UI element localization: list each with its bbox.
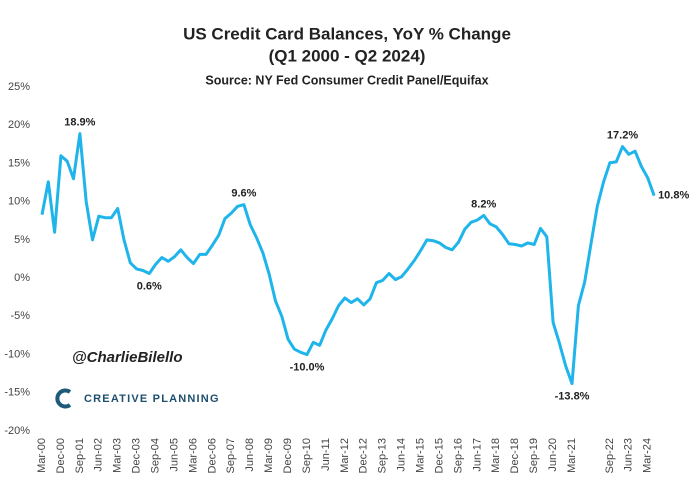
data-label: 18.9%: [64, 117, 95, 129]
y-tick-label: -10%: [4, 348, 30, 360]
x-tick-label: Dec-09: [282, 438, 294, 473]
data-label: 0.6%: [137, 280, 162, 292]
x-tick-label: Sep-22: [604, 438, 616, 473]
chart-title: US Credit Card Balances, YoY % Change: [183, 24, 511, 43]
y-tick-label: 5%: [14, 234, 30, 246]
x-tick-label: Mar-06: [187, 438, 199, 473]
data-label: 10.8%: [658, 189, 689, 201]
watermark-brand: CREATIVE PLANNING: [84, 393, 220, 405]
chart-subtitle: Source: NY Fed Consumer Credit Panel/Equ…: [205, 73, 488, 87]
logo: [55, 388, 72, 409]
data-line: [40, 132, 656, 386]
x-tick-label: Jun-11: [320, 438, 332, 471]
data-label: 17.2%: [607, 130, 638, 142]
x-tick-label: Dec-00: [55, 438, 67, 473]
data-label: -13.8%: [555, 391, 590, 403]
y-tick-label: 25%: [8, 81, 30, 93]
x-tick-label: Sep-07: [225, 438, 237, 473]
x-tick-label: Mar-18: [490, 438, 502, 473]
x-tick-label: Jun-08: [244, 438, 256, 472]
x-tick-label: Sep-04: [149, 438, 161, 473]
data-label: 8.2%: [471, 198, 496, 210]
y-tick-label: 0%: [14, 272, 30, 284]
x-tick-label: Dec-18: [509, 438, 521, 473]
x-tick-label: Jun-17: [471, 438, 483, 472]
y-tick-label: -15%: [4, 387, 30, 399]
x-tick-label: Sep-19: [528, 438, 540, 473]
x-tick-label: Sep-10: [301, 438, 313, 473]
x-tick-label: Sep-13: [377, 438, 389, 473]
y-tick-label: 20%: [8, 119, 30, 131]
x-tick-label: Jun-23: [623, 438, 635, 472]
x-tick-label: Mar-09: [263, 438, 275, 473]
x-tick-label: Dec-06: [206, 438, 218, 473]
x-tick-label: Mar-24: [642, 438, 654, 473]
x-tick-label: Jun-14: [396, 438, 408, 472]
x-tick-label: Jun-05: [168, 438, 180, 472]
x-tick-label: Dec-03: [131, 438, 143, 473]
x-tick-label: Mar-00: [36, 438, 48, 473]
y-tick-label: 15%: [8, 157, 30, 169]
data-label: -10.0%: [290, 361, 325, 373]
x-tick-label: Sep-16: [452, 438, 464, 473]
y-tick-label: 10%: [8, 196, 30, 208]
data-label: 9.6%: [231, 188, 256, 200]
x-tick-label: Dec-15: [433, 438, 445, 473]
x-tick-label: Jun-02: [93, 438, 105, 472]
x-tick-label: Dec-12: [358, 438, 370, 473]
x-tick-label: Mar-15: [415, 438, 427, 473]
x-tick-label: Mar-21: [566, 438, 578, 473]
chart-title: (Q1 2000 - Q2 2024): [269, 46, 426, 65]
x-tick-label: Mar-03: [112, 438, 124, 473]
y-tick-label: -20%: [4, 425, 30, 437]
x-tick-label: Jun-20: [547, 438, 559, 472]
x-tick-label: Sep-01: [74, 438, 86, 473]
y-tick-label: -5%: [10, 310, 30, 322]
x-tick-label: Mar-12: [339, 438, 351, 473]
watermark-handle: @CharlieBilello: [72, 349, 183, 366]
